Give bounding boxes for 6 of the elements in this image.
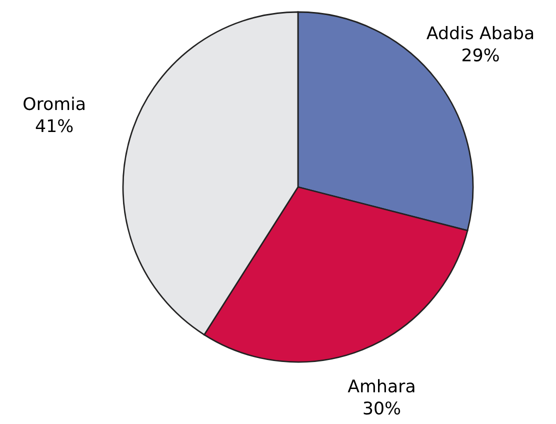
data-label: 29% bbox=[462, 48, 499, 62]
slice-label: Addis Ababa bbox=[426, 26, 534, 40]
data-label: 30% bbox=[364, 401, 400, 415]
slice-label: Oromia bbox=[24, 96, 84, 110]
data-label: 41% bbox=[36, 119, 73, 132]
slice-label: Amhara bbox=[348, 379, 414, 393]
